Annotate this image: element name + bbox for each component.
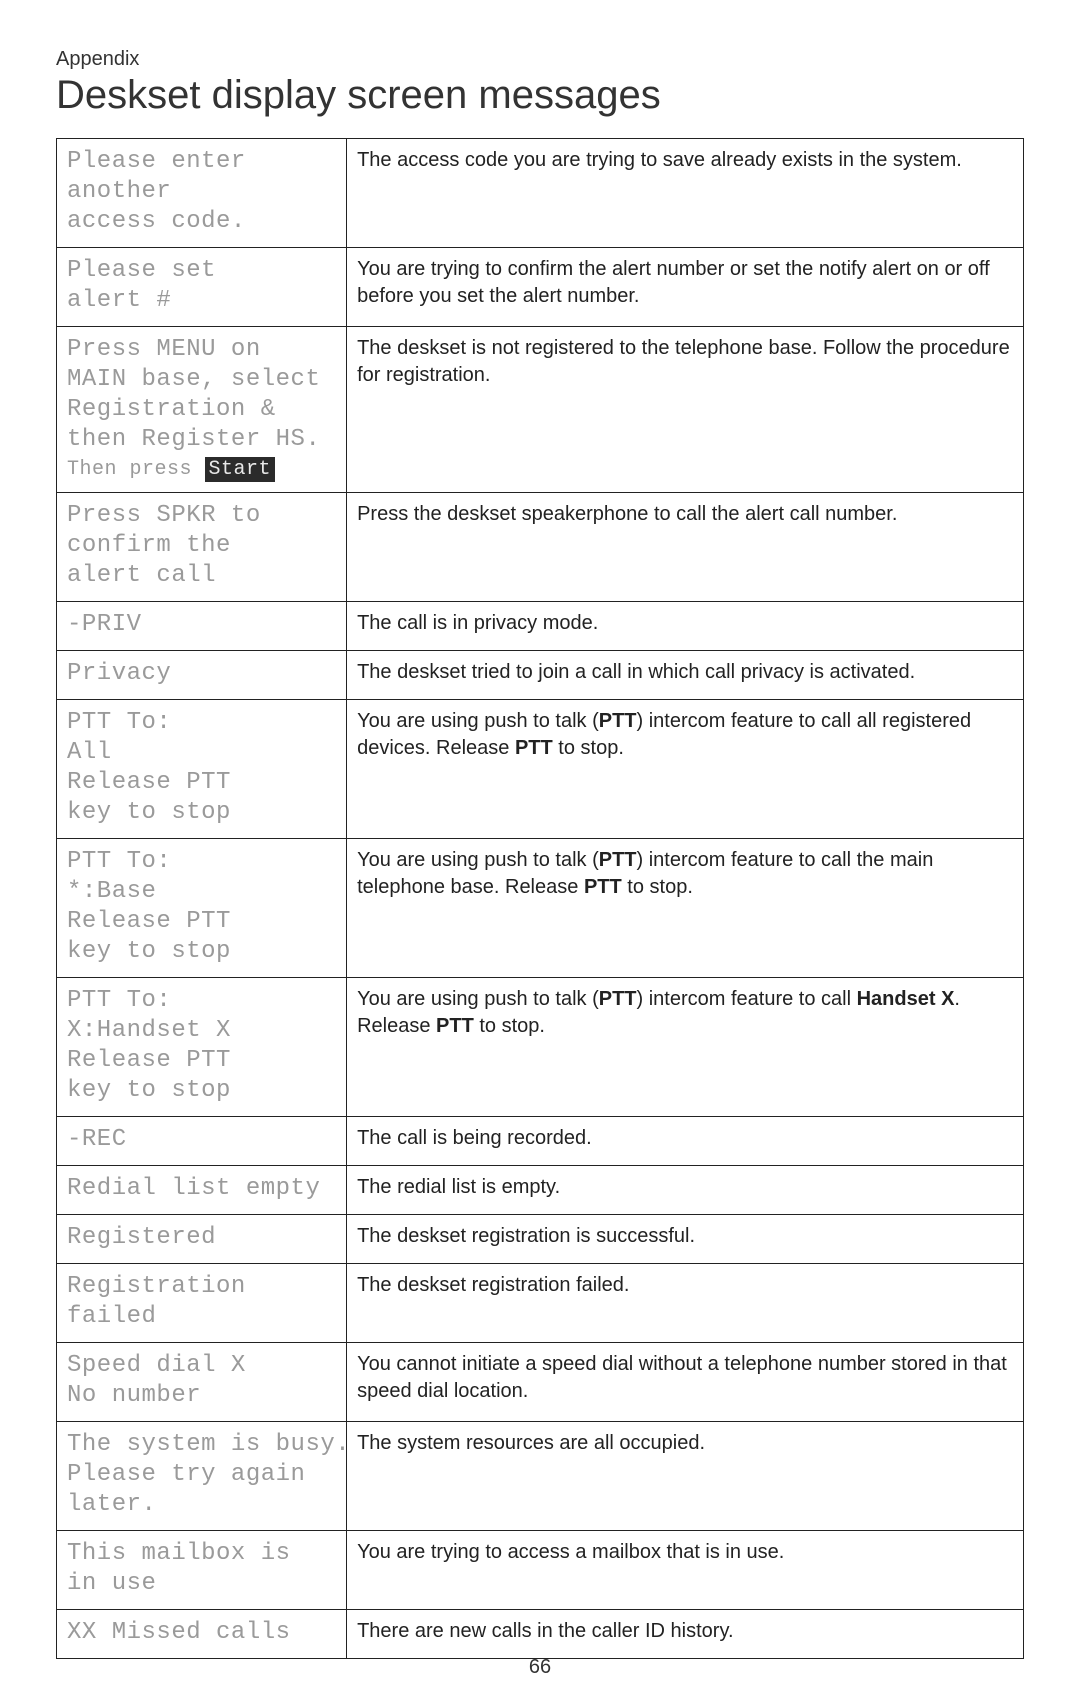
description-cell: The call is being recorded. [347,1117,1024,1166]
description-cell: The system resources are all occupied. [347,1422,1024,1531]
table-row: The system is busy.Please try againlater… [57,1422,1024,1531]
table-row: Privacy The deskset tried to join a call … [57,651,1024,700]
message-line: Please enter [67,147,336,177]
table-row: PTT To:X:Handset XRelease PTTkey to stop… [57,978,1024,1117]
description-cell: You are trying to confirm the alert numb… [347,248,1024,327]
table-row: This mailbox isin useYou are trying to a… [57,1531,1024,1610]
message-line: Press SPKR to [67,501,336,531]
description-cell: The deskset registration is successful. [347,1215,1024,1264]
table-row: PTT To:*:BaseRelease PTTkey to stopYou a… [57,839,1024,978]
table-row: -PRIV The call is in privacy mode. [57,602,1024,651]
messages-table-body: Please enteranotheraccess code.The acces… [57,139,1024,1659]
description-cell: Press the deskset speakerphone to call t… [347,493,1024,602]
message-line: confirm the [67,531,336,561]
message-cell: Redial list empty [57,1166,347,1215]
message-line: Press MENU on [67,335,336,365]
message-line: key to stop [67,1076,336,1106]
document-page: Appendix Deskset display screen messages… [0,0,1080,1699]
description-cell: You are using push to talk (PTT) interco… [347,700,1024,839]
message-line: Privacy [67,659,336,689]
message-cell: Privacy [57,651,347,700]
section-label: Appendix [56,48,1024,71]
table-row: Speed dial XNo numberYou cannot initiate… [57,1343,1024,1422]
table-row: Please setalert #You are trying to confi… [57,248,1024,327]
message-cell: -REC [57,1117,347,1166]
message-inverse-label: Start [205,457,276,482]
description-cell: The access code you are trying to save a… [347,139,1024,248]
message-line: PTT To: [67,847,336,877]
message-line: in use [67,1569,336,1599]
table-row: Registered The deskset registration is su… [57,1215,1024,1264]
message-line: Release PTT [67,768,336,798]
message-line: -PRIV [67,610,336,640]
message-cell: Registered [57,1215,347,1264]
table-row: Press SPKR toconfirm thealert callPress … [57,493,1024,602]
message-line: another [67,177,336,207]
message-cell: PTT To:X:Handset XRelease PTTkey to stop [57,978,347,1117]
message-line: Redial list empty [67,1174,336,1204]
message-line: later. [67,1490,336,1520]
table-row: -REC The call is being recorded. [57,1117,1024,1166]
message-line: *:Base [67,877,336,907]
message-line: alert # [67,286,336,316]
message-line: PTT To: [67,708,336,738]
message-cell: Press MENU onMAIN base, selectRegistrati… [57,327,347,493]
message-cell: Registrationfailed [57,1264,347,1343]
message-line: PTT To: [67,986,336,1016]
description-cell: The call is in privacy mode. [347,602,1024,651]
description-cell: You cannot initiate a speed dial without… [347,1343,1024,1422]
message-line: Registration [67,1272,336,1302]
message-cell: PTT To:*:BaseRelease PTTkey to stop [57,839,347,978]
message-line: This mailbox is [67,1539,336,1569]
message-line: X:Handset X [67,1016,336,1046]
message-cell: Please setalert # [57,248,347,327]
message-cell: Press SPKR toconfirm thealert call [57,493,347,602]
table-row: PTT To:AllRelease PTTkey to stopYou are … [57,700,1024,839]
page-number: 66 [0,1656,1080,1679]
message-line: access code. [67,207,336,237]
message-line: then Register HS. [67,425,336,455]
message-cell: Speed dial XNo number [57,1343,347,1422]
description-cell: There are new calls in the caller ID his… [347,1610,1024,1659]
message-line: No number [67,1381,336,1411]
message-line: failed [67,1302,336,1332]
description-cell: You are using push to talk (PTT) interco… [347,978,1024,1117]
message-cell: The system is busy.Please try againlater… [57,1422,347,1531]
description-cell: You are trying to access a mailbox that … [347,1531,1024,1610]
description-cell: The redial list is empty. [347,1166,1024,1215]
message-line: The system is busy. [67,1430,336,1460]
message-cell: XX Missed calls [57,1610,347,1659]
table-row: Redial list empty The redial list is empt… [57,1166,1024,1215]
message-cell: -PRIV [57,602,347,651]
message-line: Registered [67,1223,336,1253]
message-cell: Please enteranotheraccess code. [57,139,347,248]
message-line: All [67,738,336,768]
message-line: Release PTT [67,907,336,937]
message-cell: PTT To:AllRelease PTTkey to stop [57,700,347,839]
description-cell: The deskset tried to join a call in whic… [347,651,1024,700]
message-subline: Then press Start [67,457,336,482]
message-line: Please try again [67,1460,336,1490]
message-line: key to stop [67,937,336,967]
description-cell: The deskset registration failed. [347,1264,1024,1343]
messages-table: Please enteranotheraccess code.The acces… [56,138,1024,1659]
description-cell: You are using push to talk (PTT) interco… [347,839,1024,978]
message-line: Registration & [67,395,336,425]
message-line: MAIN base, select [67,365,336,395]
table-row: Press MENU onMAIN base, selectRegistrati… [57,327,1024,493]
message-line: -REC [67,1125,336,1155]
message-line: alert call [67,561,336,591]
description-cell: The deskset is not registered to the tel… [347,327,1024,493]
message-line: XX Missed calls [67,1618,336,1648]
message-line: Release PTT [67,1046,336,1076]
table-row: XX Missed calls There are new calls in th… [57,1610,1024,1659]
message-cell: This mailbox isin use [57,1531,347,1610]
message-line: Speed dial X [67,1351,336,1381]
message-line: key to stop [67,798,336,828]
table-row: Please enteranotheraccess code.The acces… [57,139,1024,248]
message-line: Please set [67,256,336,286]
table-row: RegistrationfailedThe deskset registrati… [57,1264,1024,1343]
page-title: Deskset display screen messages [56,73,1024,118]
